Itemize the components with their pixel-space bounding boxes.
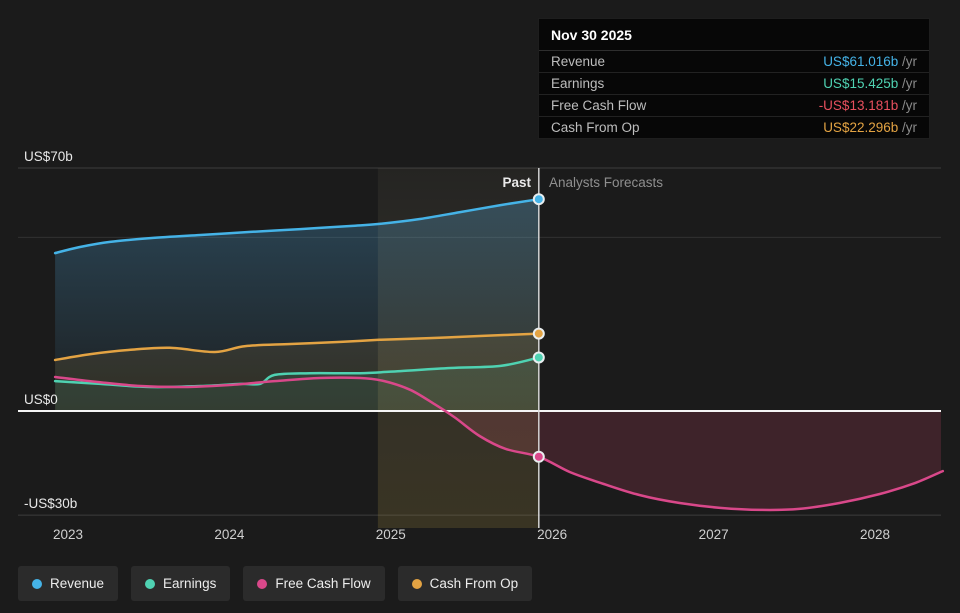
free-cash-flow-negative-area	[55, 411, 941, 510]
analysts-forecasts-label: Analysts Forecasts	[549, 175, 664, 190]
tooltip-row-value: US$61.016b /yr	[823, 54, 917, 69]
tooltip-row-label: Cash From Op	[551, 120, 640, 135]
revenue-dot-icon	[32, 578, 42, 589]
y-axis-label: US$0	[24, 392, 58, 407]
x-axis-label: 2027	[698, 527, 729, 542]
legend-cash-from-op[interactable]: Cash From Op	[397, 566, 533, 601]
legend: Revenue Earnings Free Cash Flow Cash From O…	[18, 566, 533, 601]
revenue-line	[53, 197, 541, 255]
tooltip-row-value: US$22.296b /yr	[823, 120, 917, 135]
legend-free-cash-flow[interactable]: Free Cash Flow	[243, 566, 385, 601]
free-cash-flow-line	[53, 375, 945, 512]
past-label: Past	[502, 175, 531, 190]
tooltip-row-label: Revenue	[551, 54, 606, 69]
tooltip-row-cash-from-op: Cash From Op US$22.296b /yr	[539, 117, 929, 138]
x-axis-label: 2023	[52, 527, 84, 542]
x-axis-label: 2024	[214, 527, 245, 542]
revenue-divider-dot	[532, 193, 545, 206]
highlight-band	[377, 168, 539, 528]
legend-label: Revenue	[50, 576, 105, 591]
x-axis-label: 2026	[537, 527, 568, 542]
legend-label: Cash From Op	[429, 576, 519, 591]
free-cash-flow-divider-dot	[532, 450, 545, 463]
legend-earnings[interactable]: Earnings	[131, 566, 231, 601]
x-axis-label: 2025	[375, 527, 406, 542]
y-axis-label: -US$30b	[24, 496, 78, 512]
legend-label: Earnings	[163, 576, 217, 591]
y-axis-label: US$70b	[24, 149, 73, 164]
free-cash-flow-dot-icon	[257, 578, 268, 589]
tooltip-row-value: -US$13.181b /yr	[818, 98, 917, 113]
earnings-dot-icon	[145, 578, 156, 589]
legend-label: Free Cash Flow	[275, 576, 371, 591]
legend-revenue[interactable]: Revenue	[18, 566, 119, 601]
cash-from-op-line	[53, 332, 541, 362]
tooltip-row-value: US$15.425b /yr	[823, 76, 917, 91]
cash-from-op-divider-dot	[532, 327, 545, 340]
tooltip-row-revenue: Revenue US$61.016b /yr	[539, 51, 929, 73]
earnings-divider-dot	[532, 351, 545, 364]
tooltip-row-label: Earnings	[551, 76, 605, 91]
tooltip-row-label: Free Cash Flow	[551, 98, 647, 113]
tooltip-title: Nov 30 2025	[539, 19, 929, 51]
tooltip-row-free-cash-flow: Free Cash Flow -US$13.181b /yr	[539, 95, 929, 117]
tooltip-rows: Revenue US$61.016b /yr Earnings US$15.425b …	[539, 51, 929, 138]
tooltip: Nov 30 2025 Revenue US$61.016b /yr Earning…	[538, 18, 930, 139]
tooltip-row-earnings: Earnings US$15.425b /yr	[539, 73, 929, 95]
cash-from-op-dot-icon	[411, 578, 422, 589]
x-axis-label: 2028	[859, 527, 891, 542]
